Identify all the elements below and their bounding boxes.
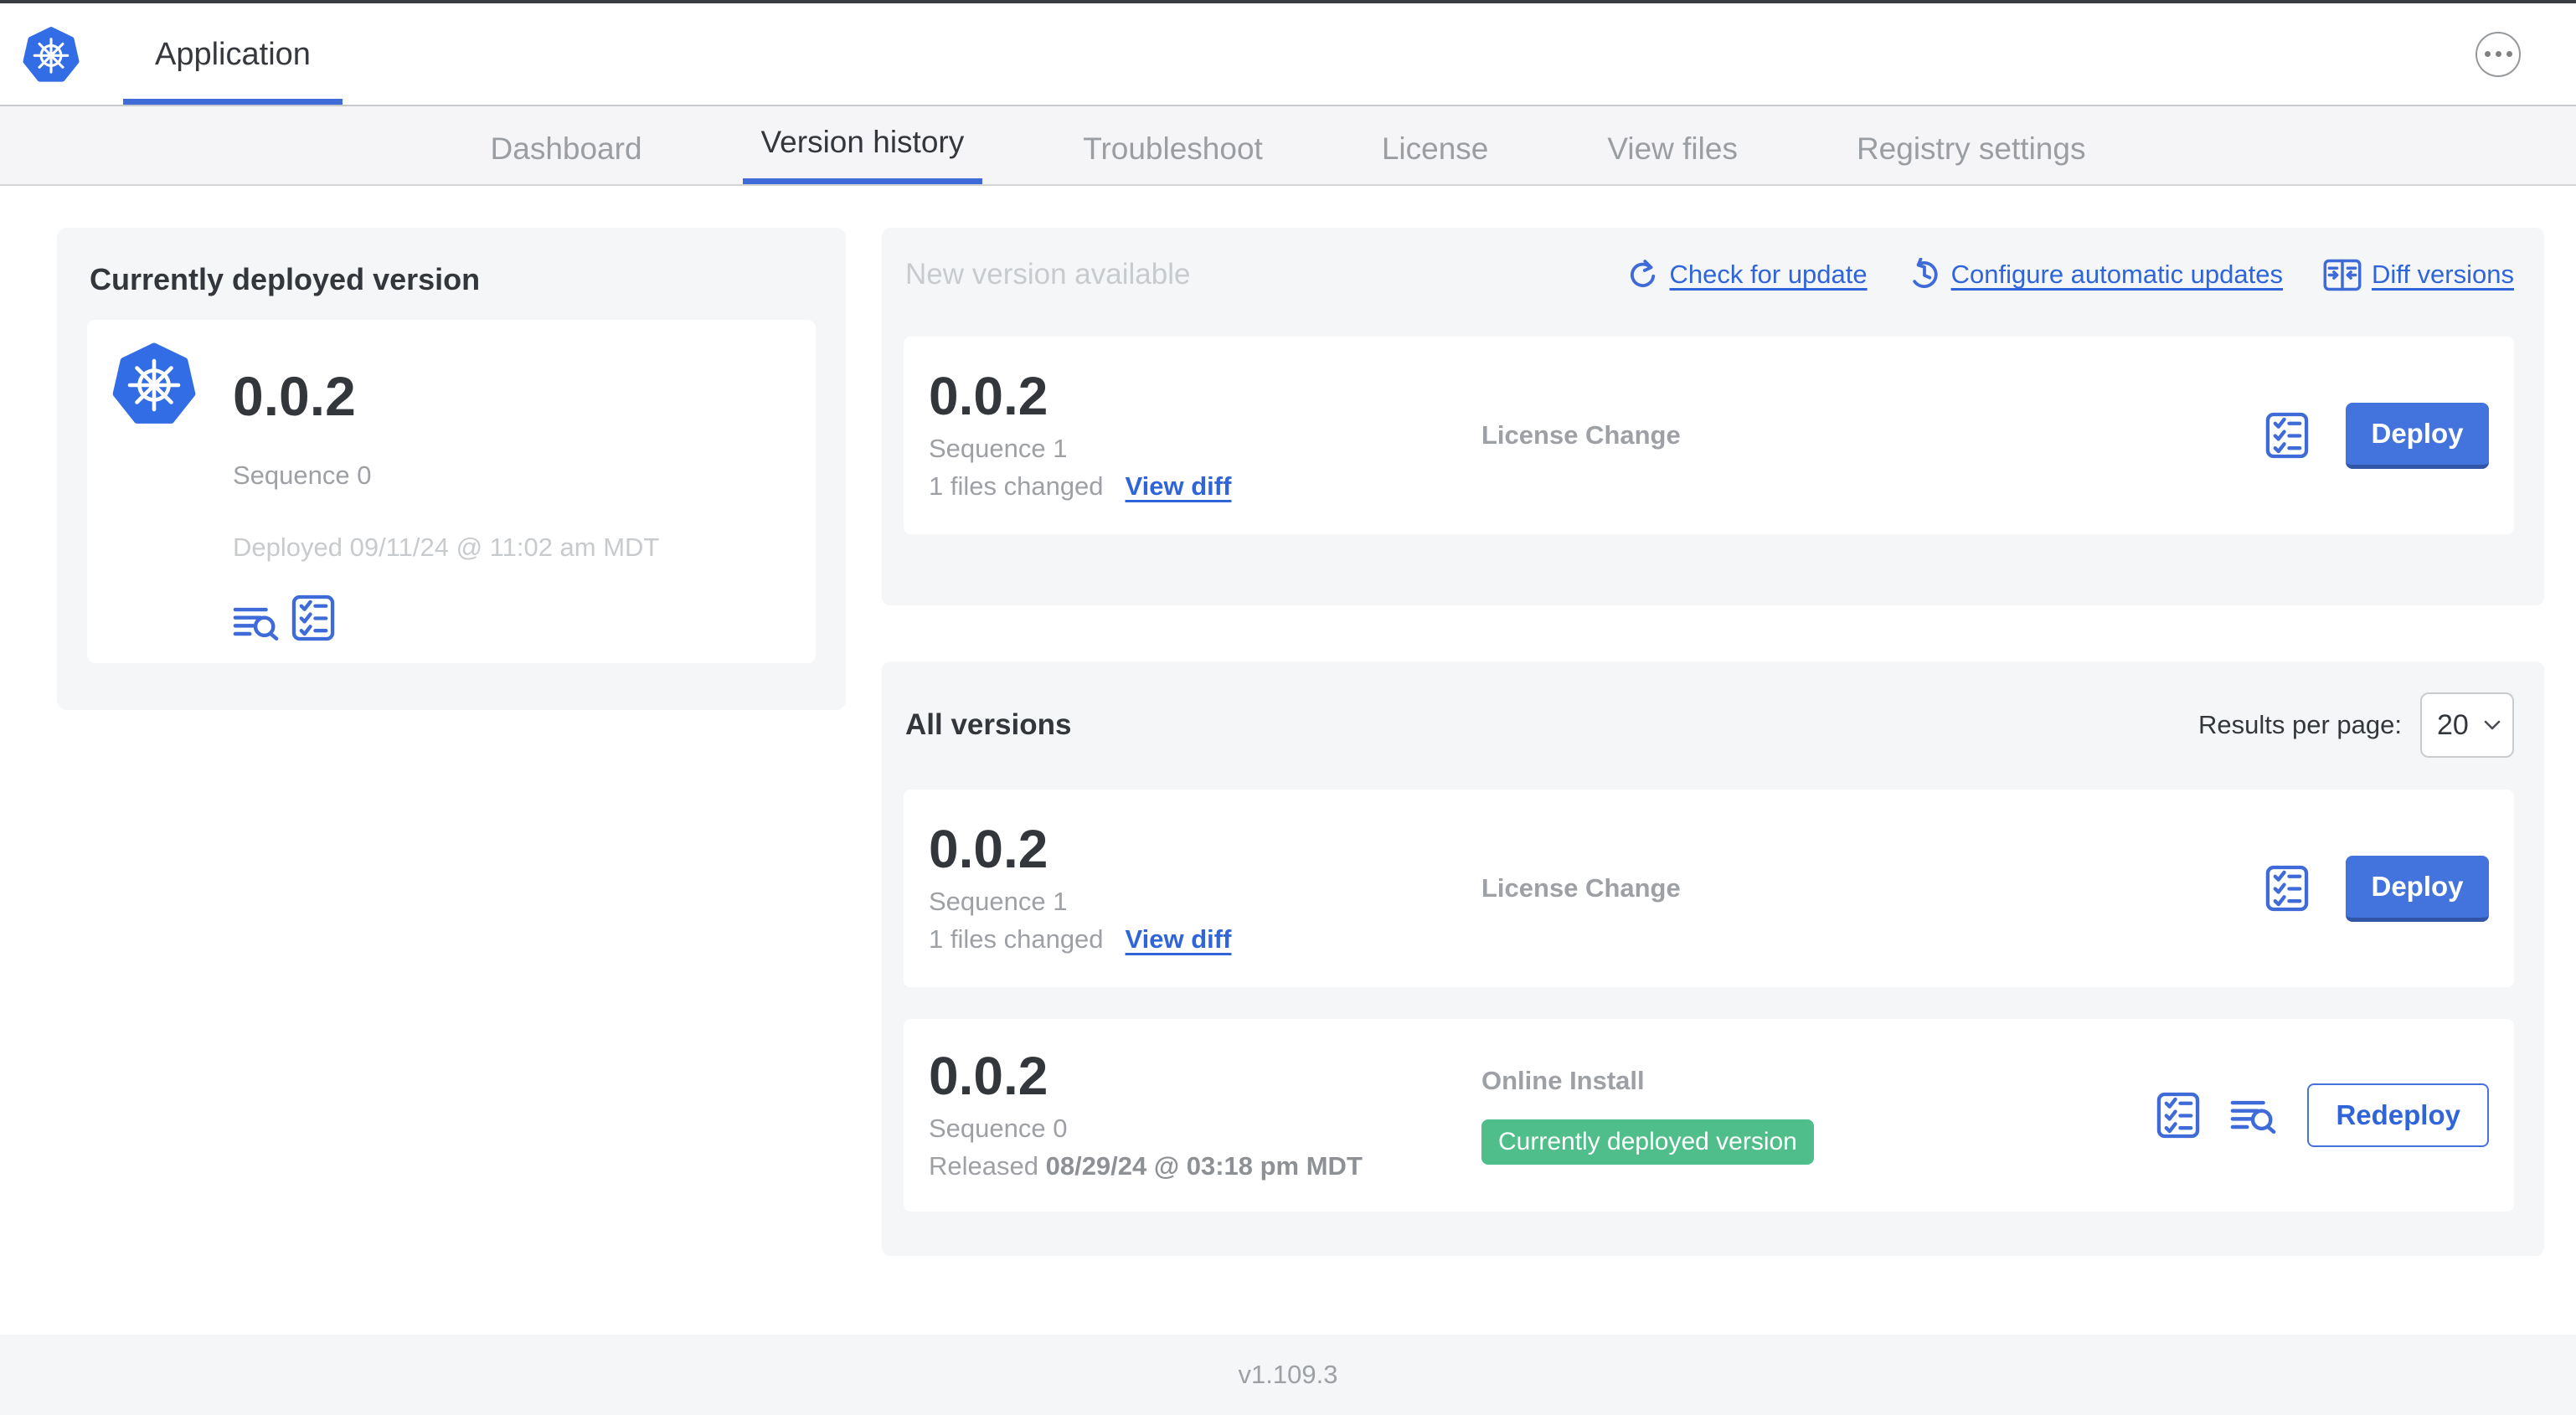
all-versions-title: All versions (905, 708, 1072, 741)
deploy-button[interactable]: Deploy (2346, 402, 2489, 469)
deploy-button[interactable]: Deploy (2346, 855, 2489, 922)
check-for-update-link[interactable]: Check for update (1626, 258, 1868, 291)
version-label: 0.0.2 (929, 1046, 1048, 1106)
diff-icon (2323, 259, 2362, 291)
sequence-label: Sequence 1 (929, 887, 1068, 916)
tab-troubleshoot[interactable]: Troubleshoot (1083, 131, 1263, 166)
currently-deployed-badge: Currently deployed version (1481, 1119, 1814, 1165)
more-menu-button[interactable] (2476, 31, 2521, 77)
deployed-timestamp: Deployed 09/11/24 @ 11:02 am MDT (233, 533, 660, 562)
redeploy-button[interactable]: Redeploy (2307, 1083, 2489, 1147)
configure-automatic-updates-label: Configure automatic updates (1950, 260, 2283, 289)
footer: v1.109.3 (0, 1335, 2576, 1415)
main-content: Currently deployed version 0.0.2 Sequenc… (0, 186, 2576, 1256)
preflight-checklist-icon[interactable] (2265, 412, 2309, 459)
version-label: 0.0.2 (929, 366, 1048, 426)
console-version-label: v1.109.3 (1238, 1360, 1338, 1389)
diff-versions-link[interactable]: Diff versions (2323, 259, 2514, 291)
tab-dashboard[interactable]: Dashboard (490, 131, 642, 166)
preflight-checklist-icon[interactable] (291, 594, 335, 641)
all-versions-panel: All versions Results per page: 20 (882, 661, 2544, 1256)
results-per-page-label: Results per page: (2198, 710, 2402, 739)
results-per-page-select[interactable]: 20 (2420, 692, 2514, 758)
new-version-row: 0.0.2 Sequence 1 1 files changed View di… (904, 337, 2514, 534)
currently-deployed-title: Currently deployed version (90, 262, 481, 296)
view-diff-link[interactable]: View diff (1125, 471, 1232, 501)
new-version-panel: New version available Check for update (882, 228, 2544, 605)
refresh-icon (1626, 258, 1660, 291)
auto-update-clock-icon (1908, 258, 1941, 291)
version-source-label: License Change (1481, 420, 1681, 450)
app-header: Application (0, 3, 2576, 106)
app-tab[interactable]: Application (123, 3, 343, 105)
version-row-sequence-1: 0.0.2 Sequence 1 1 files changed View di… (904, 790, 2514, 987)
tab-view-files[interactable]: View files (1607, 131, 1738, 166)
kubernetes-app-icon (112, 342, 196, 425)
released-timestamp: Released 08/29/24 @ 03:18 pm MDT (929, 1151, 1363, 1181)
version-row-sequence-0: 0.0.2 Sequence 0 Released 08/29/24 @ 03:… (904, 1019, 2514, 1212)
version-source-label: License Change (1481, 873, 1681, 903)
deployed-version-tile: 0.0.2 Sequence 0 Deployed 09/11/24 @ 11:… (87, 320, 816, 663)
deployed-sequence-label: Sequence 0 (233, 461, 372, 490)
new-version-title: New version available (905, 258, 1191, 291)
check-for-update-label: Check for update (1669, 260, 1868, 289)
sequence-label: Sequence 0 (929, 1114, 1068, 1143)
header-spacer (343, 3, 2476, 105)
files-changed-label: 1 files changed (929, 924, 1104, 954)
diff-versions-label: Diff versions (2372, 260, 2514, 289)
version-label: 0.0.2 (929, 819, 1048, 879)
currently-deployed-card: Currently deployed version 0.0.2 Sequenc… (57, 228, 846, 710)
preflight-checklist-icon[interactable] (2265, 865, 2309, 912)
configure-automatic-updates-link[interactable]: Configure automatic updates (1908, 258, 2283, 291)
kubernetes-logo-icon (23, 26, 80, 83)
deploy-logs-icon[interactable] (2230, 1097, 2277, 1135)
tab-license[interactable]: License (1381, 131, 1489, 166)
deploy-logs-icon[interactable] (233, 604, 280, 641)
sequence-label: Sequence 1 (929, 434, 1068, 463)
tab-version-history[interactable]: Version history (742, 106, 983, 184)
version-source-label: Online Install (1481, 1066, 1645, 1095)
app-tab-label: Application (155, 36, 311, 72)
deployed-version-label: 0.0.2 (233, 365, 356, 427)
preflight-checklist-icon[interactable] (2156, 1092, 2200, 1139)
view-diff-link[interactable]: View diff (1125, 924, 1232, 954)
nav-tabs: Dashboard Version history Troubleshoot L… (0, 106, 2576, 186)
tab-registry-settings[interactable]: Registry settings (1856, 131, 2086, 166)
window-top-strip (0, 0, 2576, 3)
ellipsis-icon (2484, 51, 2491, 57)
files-changed-label: 1 files changed (929, 471, 1104, 501)
